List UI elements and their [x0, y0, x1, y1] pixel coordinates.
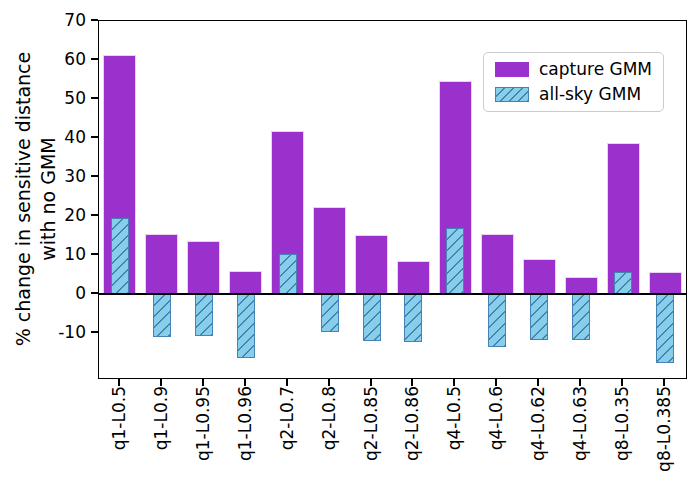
capture-gmm-bar — [649, 272, 682, 294]
capture-gmm-bar — [355, 235, 388, 294]
x-tick — [286, 379, 288, 386]
all-sky-gmm-bar — [195, 294, 213, 336]
y-tick-label: 60 — [0, 49, 86, 69]
y-tick-label: 0 — [0, 283, 86, 303]
x-tick-label: q8-L0.385 — [654, 386, 674, 500]
all-sky-gmm-bar — [446, 228, 464, 294]
x-tick-label: q1-L0.95 — [193, 386, 213, 500]
capture-gmm-bar — [313, 207, 346, 294]
zero-line — [99, 293, 686, 296]
y-tick — [91, 175, 98, 177]
all-sky-gmm-bar — [279, 254, 297, 295]
y-tick — [91, 331, 98, 333]
x-tick — [537, 379, 539, 386]
x-tick-label: q2-L0.7 — [277, 386, 297, 500]
y-tick — [91, 292, 98, 294]
x-tick — [370, 379, 372, 386]
x-tick — [663, 379, 665, 386]
figure: % change in sensitive distance with no G… — [0, 0, 700, 500]
y-tick — [91, 97, 98, 99]
y-tick-label: 50 — [0, 88, 86, 108]
all-sky-gmm-bar — [614, 272, 632, 294]
x-tick-label: q4-L0.5 — [444, 386, 464, 500]
all-sky-gmm-bar — [488, 294, 506, 347]
y-tick — [91, 253, 98, 255]
x-tick — [621, 379, 623, 386]
legend-item: all-sky GMM — [495, 85, 652, 104]
legend: capture GMM all-sky GMM — [483, 52, 664, 112]
x-tick — [495, 379, 497, 386]
x-tick-label: q2-L0.86 — [402, 386, 422, 500]
x-tick-label: q2-L0.85 — [361, 386, 381, 500]
y-tick — [91, 136, 98, 138]
y-tick-label: 10 — [0, 244, 86, 264]
all-sky-gmm-bar — [321, 294, 339, 332]
y-tick-label: 70 — [0, 10, 86, 30]
x-tick — [160, 379, 162, 386]
x-tick — [328, 379, 330, 386]
capture-gmm-bar — [187, 241, 220, 294]
legend-swatch-all-sky-gmm-icon — [495, 87, 529, 102]
legend-label: capture GMM — [539, 60, 652, 79]
all-sky-gmm-bar — [656, 294, 674, 363]
plot-area: capture GMM all-sky GMM — [98, 20, 687, 379]
x-tick — [411, 379, 413, 386]
x-tick-label: q4-L0.63 — [570, 386, 590, 500]
x-tick — [579, 379, 581, 386]
y-tick — [91, 214, 98, 216]
x-tick-label: q4-L0.6 — [486, 386, 506, 500]
all-sky-gmm-bar — [572, 294, 590, 340]
x-tick — [202, 379, 204, 386]
legend-label: all-sky GMM — [539, 85, 641, 104]
x-tick-label: q8-L0.35 — [612, 386, 632, 500]
all-sky-gmm-bar — [404, 294, 422, 342]
y-tick — [91, 58, 98, 60]
capture-gmm-bar — [397, 261, 430, 295]
y-tick-label: 20 — [0, 205, 86, 225]
legend-swatch-capture-gmm-icon — [495, 62, 529, 77]
all-sky-gmm-bar — [363, 294, 381, 341]
x-tick — [118, 379, 120, 386]
capture-gmm-bar — [565, 277, 598, 295]
all-sky-gmm-bar — [237, 294, 255, 358]
all-sky-gmm-bar — [153, 294, 171, 337]
x-tick-label: q1-L0.9 — [151, 386, 171, 500]
x-tick-label: q1-L0.96 — [235, 386, 255, 500]
legend-item: capture GMM — [495, 60, 652, 79]
capture-gmm-bar — [145, 234, 178, 294]
capture-gmm-bar — [481, 234, 514, 294]
x-tick — [244, 379, 246, 386]
y-tick-label: 30 — [0, 166, 86, 186]
y-tick — [91, 19, 98, 21]
y-tick-label: 40 — [0, 127, 86, 147]
all-sky-gmm-bar — [530, 294, 548, 340]
x-tick-label: q1-L0.5 — [109, 386, 129, 500]
x-tick — [453, 379, 455, 386]
capture-gmm-bar — [229, 271, 262, 294]
capture-gmm-bar — [523, 259, 556, 294]
all-sky-gmm-bar — [111, 218, 129, 294]
x-tick-label: q4-L0.62 — [528, 386, 548, 500]
y-tick-label: -10 — [0, 322, 86, 342]
x-tick-label: q2-L0.8 — [319, 386, 339, 500]
